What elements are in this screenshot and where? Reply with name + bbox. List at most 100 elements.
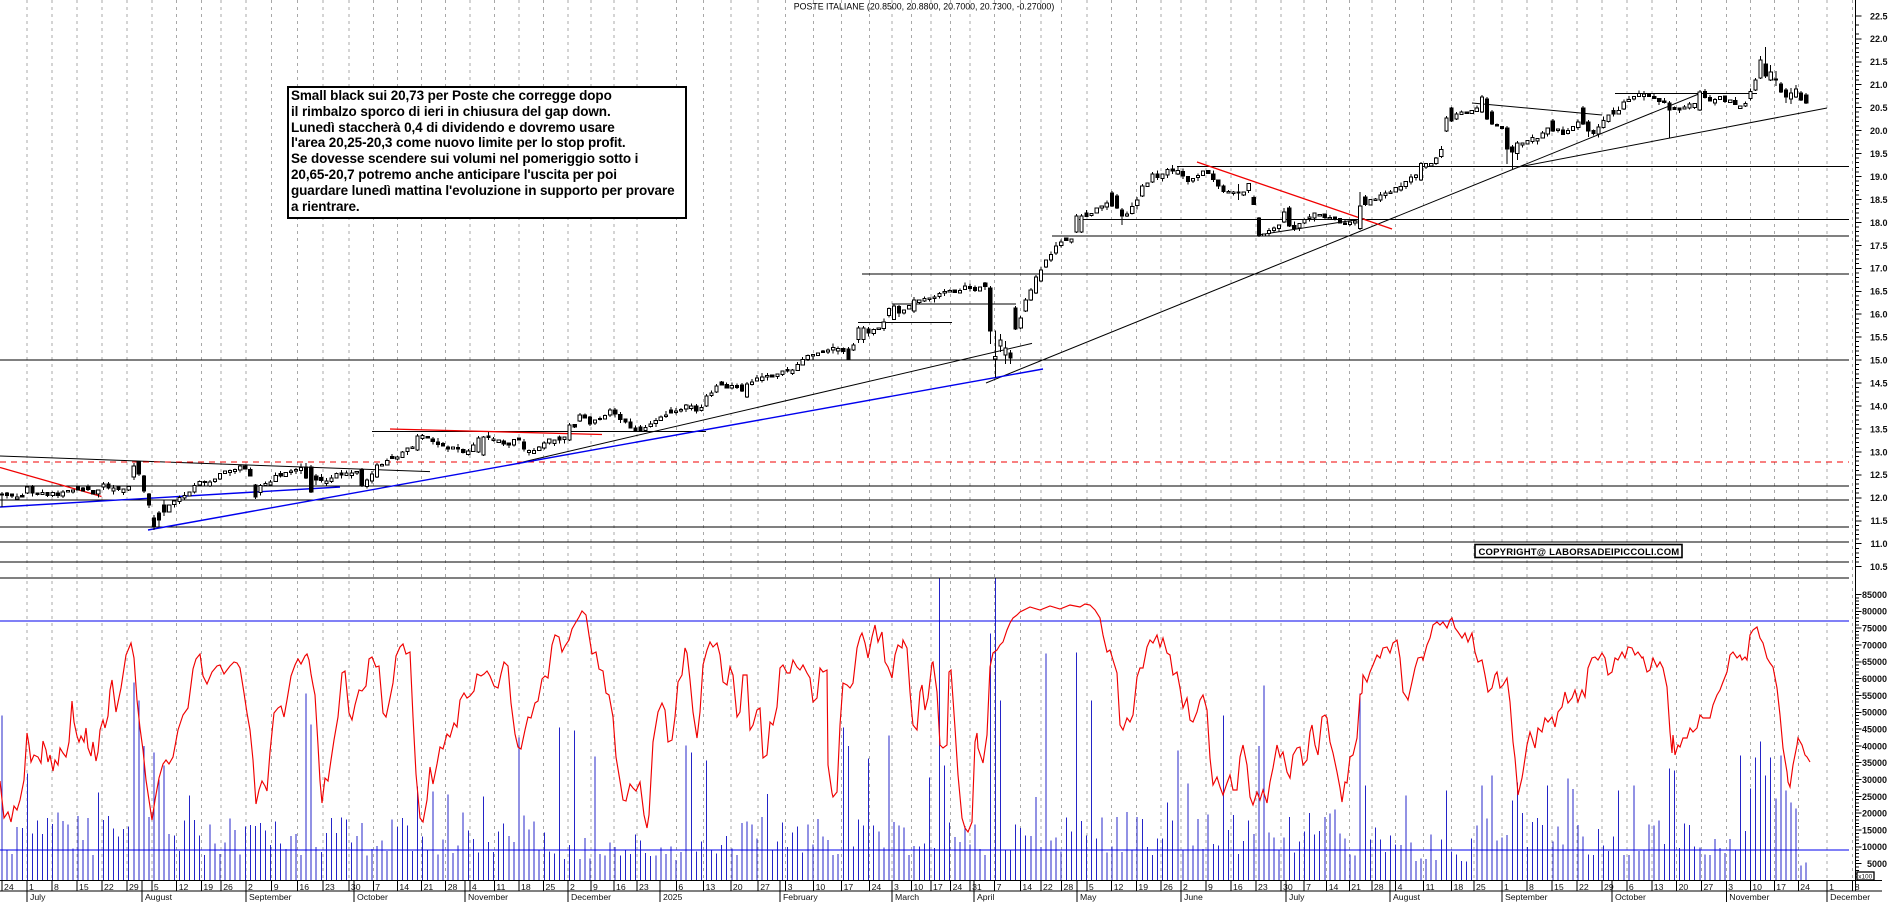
svg-text:11: 11 xyxy=(1426,882,1435,892)
svg-text:2: 2 xyxy=(570,882,575,892)
svg-text:1: 1 xyxy=(1829,882,1834,892)
svg-text:28: 28 xyxy=(1064,882,1074,892)
svg-text:22: 22 xyxy=(1043,882,1053,892)
svg-text:April: April xyxy=(977,892,994,902)
svg-text:29: 29 xyxy=(1604,882,1614,892)
svg-text:22: 22 xyxy=(1579,882,1589,892)
svg-text:85000: 85000 xyxy=(1862,590,1887,600)
svg-text:15: 15 xyxy=(79,882,89,892)
svg-text:4: 4 xyxy=(1398,882,1403,892)
svg-text:16: 16 xyxy=(299,882,309,892)
svg-text:25: 25 xyxy=(546,882,556,892)
svg-text:11: 11 xyxy=(496,882,505,892)
svg-text:August: August xyxy=(145,892,173,902)
svg-text:21: 21 xyxy=(1351,882,1361,892)
svg-text:1: 1 xyxy=(29,882,34,892)
svg-text:October: October xyxy=(357,892,388,902)
svg-text:13.0: 13.0 xyxy=(1870,447,1888,457)
svg-text:18: 18 xyxy=(521,882,531,892)
svg-text:9: 9 xyxy=(274,882,279,892)
svg-text:March: March xyxy=(895,892,919,902)
svg-text:20.0: 20.0 xyxy=(1870,126,1888,136)
svg-text:14: 14 xyxy=(399,882,409,892)
svg-text:21.0: 21.0 xyxy=(1870,80,1888,90)
svg-text:2: 2 xyxy=(1183,882,1188,892)
svg-text:20000: 20000 xyxy=(1862,809,1887,819)
svg-text:6: 6 xyxy=(678,882,683,892)
svg-text:13: 13 xyxy=(1654,882,1664,892)
svg-text:30000: 30000 xyxy=(1862,775,1887,785)
svg-text:May: May xyxy=(1080,892,1097,902)
svg-text:July: July xyxy=(1289,892,1305,902)
svg-text:9: 9 xyxy=(593,882,598,892)
svg-text:5: 5 xyxy=(154,882,159,892)
svg-text:22.5: 22.5 xyxy=(1870,11,1888,21)
svg-text:24: 24 xyxy=(1800,882,1810,892)
svg-text:55000: 55000 xyxy=(1862,691,1887,701)
svg-text:5000: 5000 xyxy=(1867,859,1887,869)
svg-text:27: 27 xyxy=(760,882,770,892)
svg-text:10: 10 xyxy=(914,882,924,892)
svg-text:23: 23 xyxy=(1258,882,1268,892)
svg-text:October: October xyxy=(1615,892,1646,902)
svg-text:45000: 45000 xyxy=(1862,725,1887,735)
svg-text:4: 4 xyxy=(472,882,477,892)
svg-text:19: 19 xyxy=(203,882,213,892)
svg-text:26: 26 xyxy=(223,882,233,892)
svg-text:19.5: 19.5 xyxy=(1870,149,1888,159)
svg-text:February: February xyxy=(783,892,818,902)
svg-text:18.0: 18.0 xyxy=(1870,218,1888,228)
svg-text:12: 12 xyxy=(179,882,189,892)
svg-text:10: 10 xyxy=(1752,882,1762,892)
svg-text:14.5: 14.5 xyxy=(1870,378,1888,388)
svg-text:8: 8 xyxy=(1529,882,1534,892)
svg-text:25: 25 xyxy=(1476,882,1486,892)
svg-text:16.0: 16.0 xyxy=(1870,310,1888,320)
svg-text:28: 28 xyxy=(1374,882,1384,892)
svg-text:December: December xyxy=(571,892,611,902)
svg-text:60000: 60000 xyxy=(1862,674,1887,684)
svg-text:22.0: 22.0 xyxy=(1870,34,1888,44)
svg-text:20: 20 xyxy=(733,882,743,892)
svg-text:July: July xyxy=(30,892,46,902)
svg-text:17.5: 17.5 xyxy=(1870,241,1888,251)
svg-text:21.5: 21.5 xyxy=(1870,57,1888,67)
svg-text:17: 17 xyxy=(844,882,854,892)
svg-text:30: 30 xyxy=(351,882,361,892)
svg-text:23: 23 xyxy=(639,882,649,892)
svg-text:10.5: 10.5 xyxy=(1870,562,1888,572)
svg-text:15.0: 15.0 xyxy=(1870,356,1888,366)
svg-text:21: 21 xyxy=(424,882,434,892)
svg-text:30: 30 xyxy=(1283,882,1293,892)
svg-text:26: 26 xyxy=(1163,882,1173,892)
svg-text:17: 17 xyxy=(933,882,943,892)
svg-text:31: 31 xyxy=(972,882,982,892)
svg-text:7: 7 xyxy=(375,882,380,892)
svg-text:13.5: 13.5 xyxy=(1870,424,1888,434)
svg-text:12.5: 12.5 xyxy=(1870,470,1888,480)
svg-text:20: 20 xyxy=(1679,882,1689,892)
svg-text:24: 24 xyxy=(872,882,882,892)
svg-text:35000: 35000 xyxy=(1862,758,1887,768)
svg-text:14: 14 xyxy=(1022,882,1032,892)
svg-text:POSTE ITALIANE (20.8500, 20.88: POSTE ITALIANE (20.8500, 20.8800, 20.700… xyxy=(794,2,1055,12)
svg-text:24: 24 xyxy=(953,882,963,892)
svg-text:13: 13 xyxy=(706,882,716,892)
svg-text:19: 19 xyxy=(1138,882,1148,892)
svg-text:20.5: 20.5 xyxy=(1870,103,1888,113)
svg-text:12.0: 12.0 xyxy=(1870,493,1888,503)
svg-text:June: June xyxy=(1184,892,1203,902)
svg-text:18.5: 18.5 xyxy=(1870,195,1888,205)
svg-text:80000: 80000 xyxy=(1862,607,1887,617)
svg-text:24: 24 xyxy=(4,882,14,892)
svg-text:3: 3 xyxy=(894,882,899,892)
svg-text:25000: 25000 xyxy=(1862,792,1887,802)
svg-text:7: 7 xyxy=(997,882,1002,892)
svg-text:65000: 65000 xyxy=(1862,657,1887,667)
svg-text:September: September xyxy=(1505,892,1548,902)
svg-text:14: 14 xyxy=(1329,882,1339,892)
svg-text:15000: 15000 xyxy=(1862,825,1887,835)
svg-text:12: 12 xyxy=(1114,882,1124,892)
svg-text:15: 15 xyxy=(1554,882,1564,892)
svg-text:29: 29 xyxy=(129,882,139,892)
